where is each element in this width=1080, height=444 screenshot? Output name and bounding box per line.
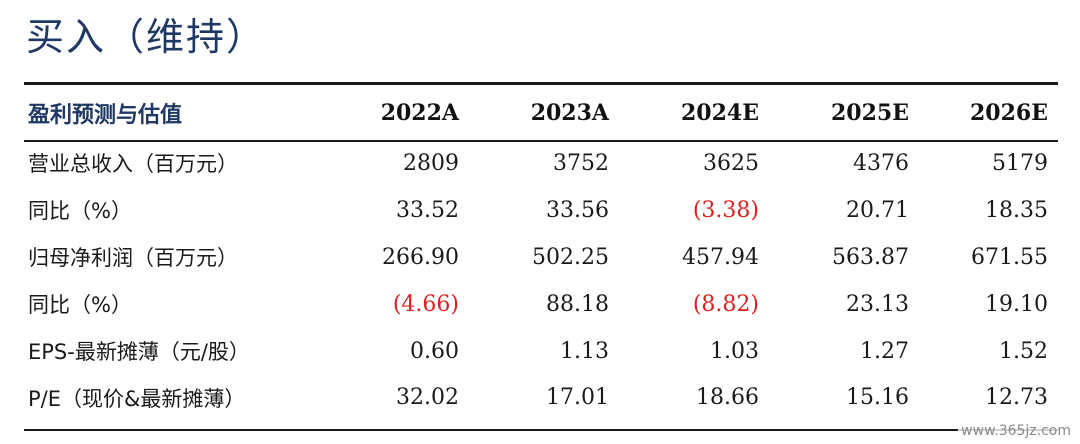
- table-cell: 18.66: [696, 385, 759, 411]
- table-cell: 266.90: [382, 244, 459, 270]
- table-cell: 33.52: [396, 197, 459, 223]
- table-cell: 1.13: [560, 338, 609, 364]
- table-row: 同比（%） 33.52 33.56 (3.38) 20.71 18.35: [24, 187, 1058, 234]
- table-row: EPS-最新摊薄（元/股） 0.60 1.13 1.03 1.27 1.52: [24, 328, 1058, 375]
- table-cell: 18.35: [985, 197, 1048, 223]
- table-cell: 1.03: [710, 338, 759, 364]
- table-cell: 20.71: [846, 197, 909, 223]
- rating-title: 买入（维持）: [26, 15, 267, 59]
- year-header: 2024E: [681, 100, 759, 126]
- table-cell: 15.16: [846, 385, 909, 411]
- year-header: 2026E: [970, 100, 1048, 126]
- table-cell: 1.52: [999, 338, 1048, 364]
- table-cell: 12.73: [985, 385, 1048, 411]
- table-cell: 3752: [553, 150, 609, 176]
- watermark: www.365jz.com: [958, 422, 1074, 440]
- year-header: 2025E: [831, 100, 909, 126]
- table-cell: 19.10: [985, 291, 1048, 317]
- table-row: 营业总收入（百万元） 2809 3752 3625 4376 5179: [24, 140, 1058, 187]
- table-header-rule: [24, 140, 1058, 142]
- table-header-label: 盈利预测与估值: [28, 103, 183, 128]
- row-label: 归母净利润（百万元）: [28, 246, 238, 271]
- table-cell: 5179: [992, 150, 1048, 176]
- table-cell: 23.13: [846, 291, 909, 317]
- table-cell: 32.02: [396, 385, 459, 411]
- table-cell: 457.94: [682, 244, 759, 270]
- row-label: P/E（现价&最新摊薄）: [28, 386, 246, 411]
- table-row: 同比（%） (4.66) 88.18 (8.82) 23.13 19.10: [24, 281, 1058, 328]
- table-cell: 88.18: [546, 291, 609, 317]
- table-cell: (8.82): [692, 291, 759, 317]
- table-cell: 671.55: [971, 244, 1048, 270]
- table-header-row: 盈利预测与估值 2022A 2023A 2024E 2025E 2026E: [24, 86, 1058, 140]
- table-cell: 1.27: [860, 338, 909, 364]
- table-cell: (4.66): [392, 291, 459, 317]
- table-row: P/E（现价&最新摊薄） 32.02 17.01 18.66 15.16 12.73: [24, 374, 1058, 421]
- table-row: 归母净利润（百万元） 266.90 502.25 457.94 563.87 671.55: [24, 234, 1058, 281]
- row-label: 同比（%）: [28, 199, 132, 224]
- year-header: 2022A: [380, 100, 459, 126]
- table-cell: 4376: [853, 150, 909, 176]
- table-top-rule: [24, 82, 1058, 85]
- table-cell: 0.60: [410, 338, 459, 364]
- table-bottom-rule: [24, 429, 1058, 431]
- table-cell: 3625: [703, 150, 759, 176]
- table-cell: 2809: [403, 150, 459, 176]
- table-cell: 502.25: [532, 244, 609, 270]
- table-cell: 17.01: [546, 385, 609, 411]
- table-cell: (3.38): [692, 197, 759, 223]
- year-header: 2023A: [530, 100, 609, 126]
- forecast-table: 盈利预测与估值 2022A 2023A 2024E 2025E 2026E 营业…: [24, 86, 1058, 421]
- table-cell: 563.87: [832, 244, 909, 270]
- row-label: 同比（%）: [28, 293, 132, 318]
- table-cell: 33.56: [546, 197, 609, 223]
- row-label: 营业总收入（百万元）: [28, 152, 238, 177]
- row-label: EPS-最新摊薄（元/股）: [28, 340, 250, 364]
